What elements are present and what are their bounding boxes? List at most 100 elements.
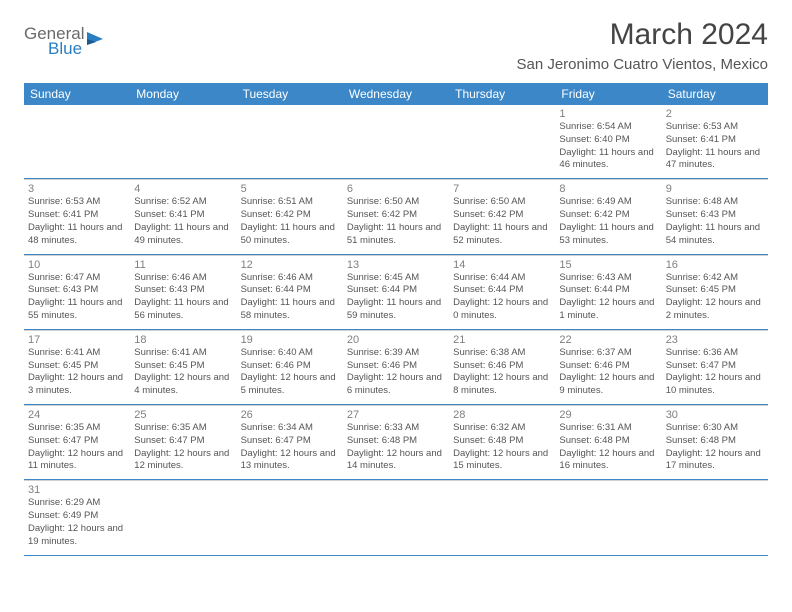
- sunrise-line: Sunrise: 6:43 AM: [559, 272, 657, 285]
- calendar-cell: 4Sunrise: 6:52 AMSunset: 6:41 PMDaylight…: [130, 179, 236, 253]
- location: San Jeronimo Cuatro Vientos, Mexico: [516, 56, 768, 73]
- calendar-cell: 8Sunrise: 6:49 AMSunset: 6:42 PMDaylight…: [555, 179, 661, 253]
- sunset-line: Sunset: 6:46 PM: [559, 360, 657, 373]
- day-number: 24: [28, 409, 126, 421]
- sunset-line: Sunset: 6:42 PM: [559, 209, 657, 222]
- day-number: 7: [453, 183, 551, 195]
- day-info: Sunrise: 6:44 AMSunset: 6:44 PMDaylight:…: [453, 272, 551, 323]
- daylight-line: Daylight: 11 hours and 48 minutes.: [28, 222, 126, 248]
- calendar-cell: 24Sunrise: 6:35 AMSunset: 6:47 PMDayligh…: [24, 405, 130, 479]
- weekday-header: Sunday: [24, 83, 130, 105]
- sunset-line: Sunset: 6:48 PM: [453, 435, 551, 448]
- day-info: Sunrise: 6:38 AMSunset: 6:46 PMDaylight:…: [453, 347, 551, 398]
- calendar-row: 3Sunrise: 6:53 AMSunset: 6:41 PMDaylight…: [24, 179, 768, 254]
- day-number: 26: [241, 409, 339, 421]
- weekday-header: Monday: [130, 83, 236, 105]
- daylight-line: Daylight: 12 hours and 5 minutes.: [241, 372, 339, 398]
- day-number: 12: [241, 259, 339, 271]
- day-number: 16: [666, 259, 764, 271]
- day-number: 31: [28, 484, 126, 496]
- calendar-cell-empty: [237, 480, 343, 554]
- day-number: 9: [666, 183, 764, 195]
- calendar-body: 1Sunrise: 6:54 AMSunset: 6:40 PMDaylight…: [24, 105, 768, 556]
- day-info: Sunrise: 6:30 AMSunset: 6:48 PMDaylight:…: [666, 422, 764, 473]
- calendar-cell: 1Sunrise: 6:54 AMSunset: 6:40 PMDaylight…: [555, 105, 661, 178]
- weekday-header: Thursday: [449, 83, 555, 105]
- calendar-cell-empty: [237, 105, 343, 178]
- day-number: 1: [559, 108, 657, 120]
- calendar-cell: 29Sunrise: 6:31 AMSunset: 6:48 PMDayligh…: [555, 405, 661, 479]
- logo-text: General Blue: [24, 26, 84, 57]
- calendar-cell-empty: [24, 105, 130, 178]
- sunrise-line: Sunrise: 6:50 AM: [453, 196, 551, 209]
- daylight-line: Daylight: 12 hours and 11 minutes.: [28, 448, 126, 474]
- month-title: March 2024: [516, 18, 768, 52]
- logo: General Blue: [24, 18, 110, 57]
- sunset-line: Sunset: 6:44 PM: [347, 284, 445, 297]
- day-number: 5: [241, 183, 339, 195]
- calendar-cell: 7Sunrise: 6:50 AMSunset: 6:42 PMDaylight…: [449, 179, 555, 253]
- sunset-line: Sunset: 6:44 PM: [559, 284, 657, 297]
- day-info: Sunrise: 6:51 AMSunset: 6:42 PMDaylight:…: [241, 196, 339, 247]
- calendar-cell-empty: [662, 480, 768, 554]
- calendar-cell: 3Sunrise: 6:53 AMSunset: 6:41 PMDaylight…: [24, 179, 130, 253]
- daylight-line: Daylight: 12 hours and 12 minutes.: [134, 448, 232, 474]
- day-number: 8: [559, 183, 657, 195]
- sunrise-line: Sunrise: 6:53 AM: [666, 121, 764, 134]
- day-info: Sunrise: 6:37 AMSunset: 6:46 PMDaylight:…: [559, 347, 657, 398]
- sunrise-line: Sunrise: 6:31 AM: [559, 422, 657, 435]
- sunrise-line: Sunrise: 6:46 AM: [241, 272, 339, 285]
- sunrise-line: Sunrise: 6:48 AM: [666, 196, 764, 209]
- day-info: Sunrise: 6:46 AMSunset: 6:44 PMDaylight:…: [241, 272, 339, 323]
- day-number: 17: [28, 334, 126, 346]
- calendar-cell: 12Sunrise: 6:46 AMSunset: 6:44 PMDayligh…: [237, 255, 343, 329]
- day-info: Sunrise: 6:33 AMSunset: 6:48 PMDaylight:…: [347, 422, 445, 473]
- sunset-line: Sunset: 6:41 PM: [666, 134, 764, 147]
- weekday-header: Saturday: [662, 83, 768, 105]
- weekday-header: Tuesday: [237, 83, 343, 105]
- sunrise-line: Sunrise: 6:46 AM: [134, 272, 232, 285]
- sunset-line: Sunset: 6:47 PM: [241, 435, 339, 448]
- daylight-line: Daylight: 11 hours and 55 minutes.: [28, 297, 126, 323]
- day-info: Sunrise: 6:42 AMSunset: 6:45 PMDaylight:…: [666, 272, 764, 323]
- daylight-line: Daylight: 12 hours and 19 minutes.: [28, 523, 126, 549]
- sunset-line: Sunset: 6:48 PM: [559, 435, 657, 448]
- daylight-line: Daylight: 11 hours and 47 minutes.: [666, 147, 764, 173]
- day-info: Sunrise: 6:53 AMSunset: 6:41 PMDaylight:…: [666, 121, 764, 172]
- day-info: Sunrise: 6:46 AMSunset: 6:43 PMDaylight:…: [134, 272, 232, 323]
- daylight-line: Daylight: 12 hours and 16 minutes.: [559, 448, 657, 474]
- day-number: 14: [453, 259, 551, 271]
- sunrise-line: Sunrise: 6:35 AM: [134, 422, 232, 435]
- day-info: Sunrise: 6:49 AMSunset: 6:42 PMDaylight:…: [559, 196, 657, 247]
- day-number: 15: [559, 259, 657, 271]
- sunrise-line: Sunrise: 6:51 AM: [241, 196, 339, 209]
- day-number: 22: [559, 334, 657, 346]
- title-block: March 2024 San Jeronimo Cuatro Vientos, …: [516, 18, 768, 73]
- sunset-line: Sunset: 6:48 PM: [347, 435, 445, 448]
- sunset-line: Sunset: 6:46 PM: [241, 360, 339, 373]
- daylight-line: Daylight: 12 hours and 17 minutes.: [666, 448, 764, 474]
- sunset-line: Sunset: 6:47 PM: [666, 360, 764, 373]
- day-number: 13: [347, 259, 445, 271]
- sunrise-line: Sunrise: 6:44 AM: [453, 272, 551, 285]
- calendar-cell: 2Sunrise: 6:53 AMSunset: 6:41 PMDaylight…: [662, 105, 768, 178]
- calendar-cell: 28Sunrise: 6:32 AMSunset: 6:48 PMDayligh…: [449, 405, 555, 479]
- day-info: Sunrise: 6:41 AMSunset: 6:45 PMDaylight:…: [134, 347, 232, 398]
- calendar-row: 31Sunrise: 6:29 AMSunset: 6:49 PMDayligh…: [24, 480, 768, 555]
- calendar-cell-empty: [130, 105, 236, 178]
- daylight-line: Daylight: 12 hours and 2 minutes.: [666, 297, 764, 323]
- sunset-line: Sunset: 6:41 PM: [134, 209, 232, 222]
- calendar-cell: 6Sunrise: 6:50 AMSunset: 6:42 PMDaylight…: [343, 179, 449, 253]
- daylight-line: Daylight: 12 hours and 9 minutes.: [559, 372, 657, 398]
- sunrise-line: Sunrise: 6:32 AM: [453, 422, 551, 435]
- calendar: SundayMondayTuesdayWednesdayThursdayFrid…: [24, 83, 768, 556]
- calendar-cell-empty: [449, 480, 555, 554]
- day-number: 10: [28, 259, 126, 271]
- day-info: Sunrise: 6:36 AMSunset: 6:47 PMDaylight:…: [666, 347, 764, 398]
- sunrise-line: Sunrise: 6:52 AM: [134, 196, 232, 209]
- daylight-line: Daylight: 12 hours and 14 minutes.: [347, 448, 445, 474]
- calendar-cell-empty: [130, 480, 236, 554]
- daylight-line: Daylight: 12 hours and 15 minutes.: [453, 448, 551, 474]
- sunrise-line: Sunrise: 6:50 AM: [347, 196, 445, 209]
- sunset-line: Sunset: 6:43 PM: [28, 284, 126, 297]
